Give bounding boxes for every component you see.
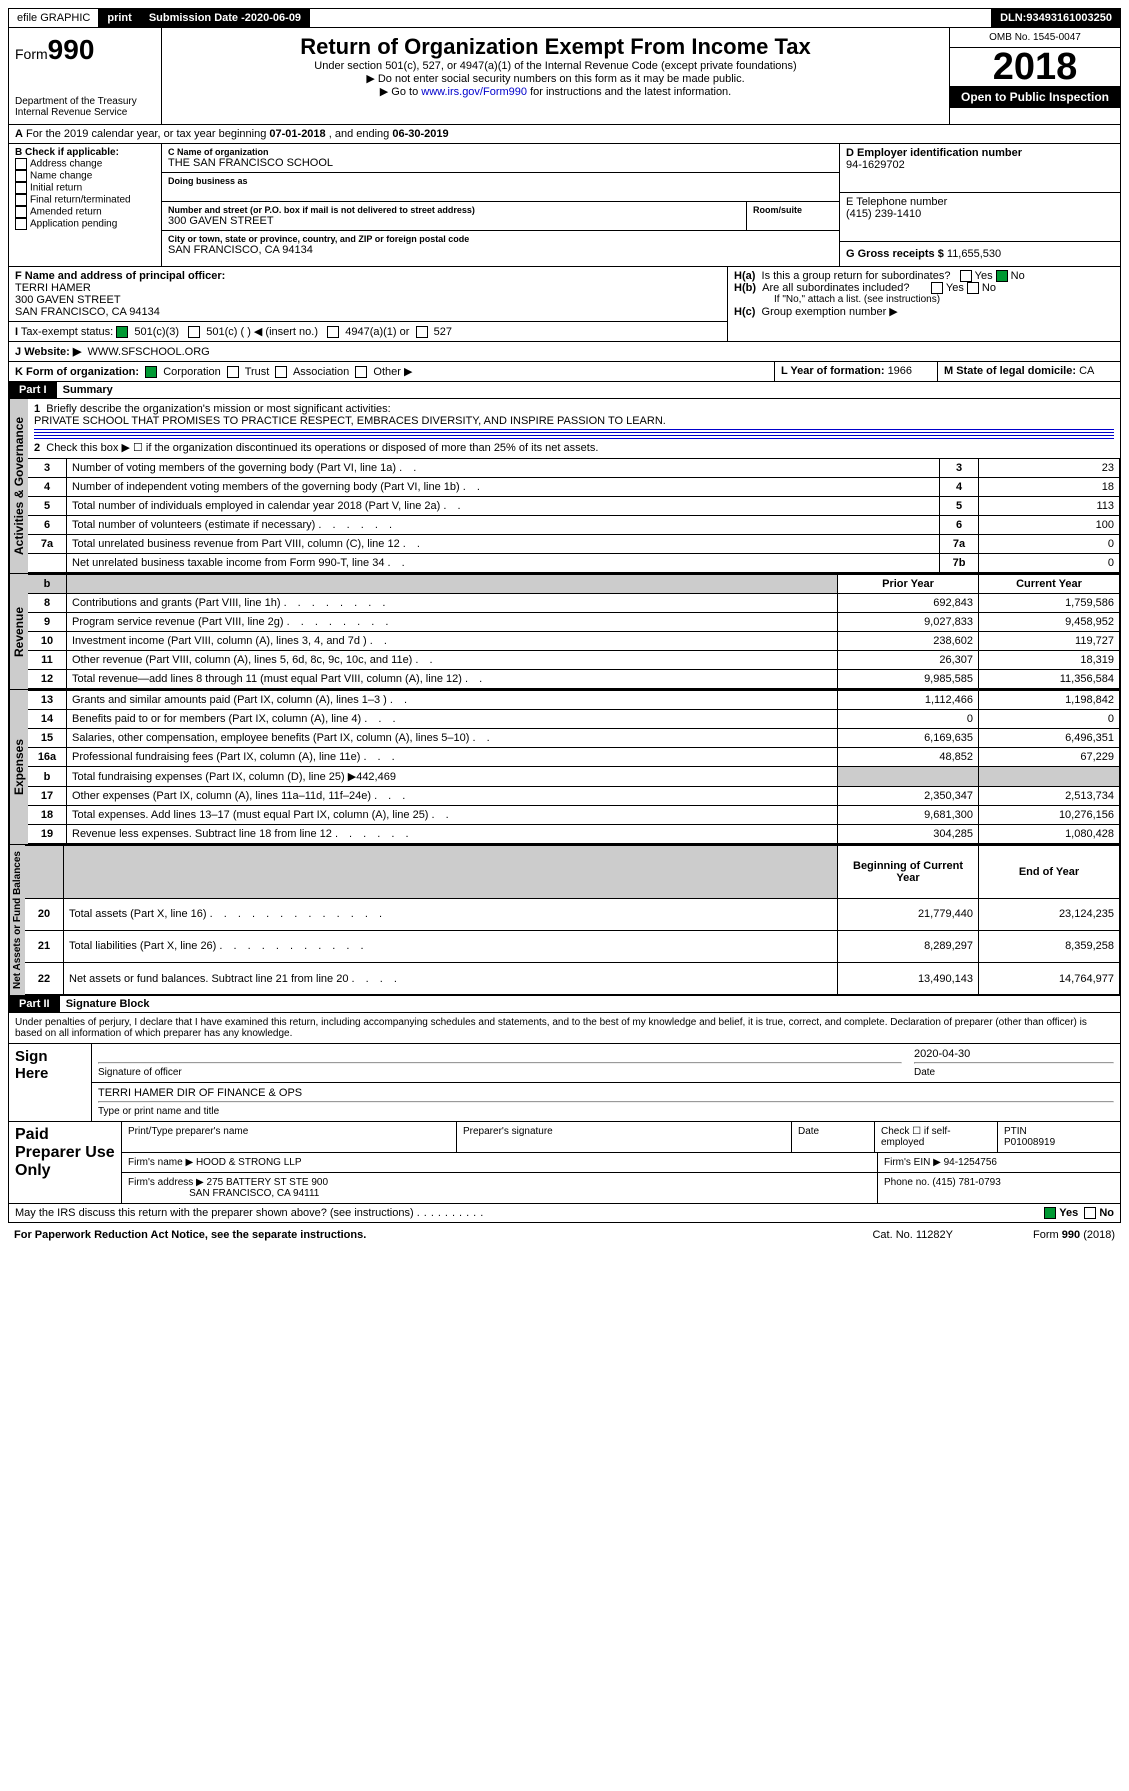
subtitle-1: Under section 501(c), 527, or 4947(a)(1)… xyxy=(168,60,943,72)
section-j: J Website: ▶ WWW.SFSCHOOL.ORG xyxy=(8,342,1121,362)
subtitle-2: ▶ Do not enter social security numbers o… xyxy=(168,72,943,85)
omb-number: OMB No. 1545-0047 xyxy=(950,28,1120,48)
f-label: F Name and address of principal officer: xyxy=(15,270,225,282)
g-label: G Gross receipts $ xyxy=(846,248,947,260)
officer-printed: TERRI HAMER DIR OF FINANCE & OPS xyxy=(98,1087,302,1099)
e-label: E Telephone number xyxy=(846,196,1114,208)
c-name-label: C Name of organization xyxy=(168,147,833,157)
chk-ha-no[interactable] xyxy=(996,270,1008,282)
section-f-h-i: F Name and address of principal officer:… xyxy=(8,267,1121,342)
part-i-header: Part I Summary xyxy=(8,382,1121,399)
expenses-tab: Expenses xyxy=(9,690,28,844)
chk-501c3[interactable] xyxy=(116,326,128,338)
section-b-to-g: B Check if applicable: Address change Na… xyxy=(8,144,1121,267)
spacer xyxy=(310,9,992,27)
paid-preparer-label: Paid Preparer Use Only xyxy=(9,1122,122,1203)
submission-date: Submission Date - 2020-06-09 xyxy=(141,9,310,27)
room-label: Room/suite xyxy=(753,205,833,215)
k-label: K Form of organization: xyxy=(15,366,139,378)
footer: For Paperwork Reduction Act Notice, see … xyxy=(8,1223,1121,1244)
paid-preparer-block: Paid Preparer Use Only Print/Type prepar… xyxy=(8,1122,1121,1204)
chk-final[interactable]: Final return/terminated xyxy=(30,195,131,206)
gross-receipts: 11,655,530 xyxy=(947,248,1001,260)
street-address: 300 GAVEN STREET xyxy=(168,215,740,227)
line1-label: Briefly describe the organization's miss… xyxy=(46,403,390,415)
print-button[interactable]: print xyxy=(99,9,140,27)
sig-date: 2020-04-30 xyxy=(914,1048,970,1060)
chk-amended[interactable]: Amended return xyxy=(30,207,102,218)
website: WWW.SFSCHOOL.ORG xyxy=(87,346,209,358)
ein: 94-1629702 xyxy=(846,159,1114,171)
year-formation: 1966 xyxy=(888,365,912,377)
ha-text: Is this a group return for subordinates? xyxy=(762,270,951,282)
city-state-zip: SAN FRANCISCO, CA 94134 xyxy=(168,244,833,256)
line2: Check this box ▶ ☐ if the organization d… xyxy=(46,442,598,454)
chk-pending[interactable]: Application pending xyxy=(30,219,117,230)
firm-ein: 94-1254756 xyxy=(944,1157,997,1168)
dba-label: Doing business as xyxy=(168,176,833,186)
governance-tab: Activities & Governance xyxy=(9,399,28,573)
top-bar: efile GRAPHIC print Submission Date - 20… xyxy=(8,8,1121,28)
h-note: If "No," attach a list. (see instruction… xyxy=(734,294,1114,305)
form-header: Form990 Department of the Treasury Inter… xyxy=(8,28,1121,125)
governance-section: Activities & Governance 1 Briefly descri… xyxy=(8,399,1121,574)
part-ii-header: Part II Signature Block xyxy=(8,996,1121,1013)
sign-here-block: Sign Here Signature of officer 2020-04-3… xyxy=(8,1044,1121,1122)
hb-text: Are all subordinates included? xyxy=(762,282,909,294)
mission: PRIVATE SCHOOL THAT PROMISES TO PRACTICE… xyxy=(34,415,666,427)
open-to-public: Open to Public Inspection xyxy=(950,86,1120,108)
netassets-section: Net Assets or Fund Balances Beginning of… xyxy=(8,845,1121,996)
section-a: A For the 2019 calendar year, or tax yea… xyxy=(8,125,1121,144)
hc-text: Group exemption number ▶ xyxy=(762,306,898,318)
revenue-table: bPrior YearCurrent Year8Contributions an… xyxy=(28,574,1120,689)
irs-label: Internal Revenue Service xyxy=(15,107,155,118)
b-label: B Check if applicable: xyxy=(15,147,119,158)
netassets-table: Beginning of Current YearEnd of Year20To… xyxy=(25,845,1120,995)
sig-officer-label: Signature of officer xyxy=(98,1067,182,1078)
efile-label: efile GRAPHIC xyxy=(9,9,99,27)
officer-name: TERRI HAMER xyxy=(15,282,721,294)
chk-discuss-yes[interactable] xyxy=(1044,1207,1056,1219)
dln: DLN: 93493161003250 xyxy=(992,9,1120,27)
firm-name: HOOD & STRONG LLP xyxy=(196,1157,302,1168)
chk-corp[interactable] xyxy=(145,366,157,378)
form-footer: Form 990 (2018) xyxy=(959,1226,1121,1244)
chk-initial[interactable]: Initial return xyxy=(30,183,82,194)
tax-year: 2018 xyxy=(950,48,1120,86)
subtitle-3: ▶ Go to www.irs.gov/Form990 for instruct… xyxy=(168,85,943,98)
j-label: Website: ▶ xyxy=(24,346,81,358)
domicile: CA xyxy=(1079,365,1094,377)
firm-addr1: 275 BATTERY ST STE 900 xyxy=(207,1177,329,1188)
ptin: P01008919 xyxy=(1004,1137,1055,1148)
governance-table: 3Number of voting members of the governi… xyxy=(28,458,1120,573)
i-label: Tax-exempt status: xyxy=(21,326,113,338)
section-k-l-m: K Form of organization: Corporation Trus… xyxy=(8,362,1121,382)
discuss-row: May the IRS discuss this return with the… xyxy=(8,1204,1121,1223)
expenses-section: Expenses 13Grants and similar amounts pa… xyxy=(8,690,1121,845)
chk-address[interactable]: Address change xyxy=(30,159,102,170)
city-label: City or town, state or province, country… xyxy=(168,234,833,244)
firm-phone: (415) 781-0793 xyxy=(932,1177,1000,1188)
form-title: Return of Organization Exempt From Incom… xyxy=(168,34,943,60)
addr-label: Number and street (or P.O. box if mail i… xyxy=(168,205,740,215)
cat-no: Cat. No. 11282Y xyxy=(866,1226,959,1244)
revenue-tab: Revenue xyxy=(9,574,28,689)
netassets-tab: Net Assets or Fund Balances xyxy=(9,845,25,995)
form-number: Form990 xyxy=(15,34,155,66)
declaration: Under penalties of perjury, I declare th… xyxy=(8,1013,1121,1044)
firm-addr2: SAN FRANCISCO, CA 94111 xyxy=(189,1188,319,1199)
sign-here-label: Sign Here xyxy=(9,1044,92,1121)
officer-addr1: 300 GAVEN STREET xyxy=(15,294,721,306)
org-name: THE SAN FRANCISCO SCHOOL xyxy=(168,157,833,169)
d-label: D Employer identification number xyxy=(846,147,1022,159)
irs-link[interactable]: www.irs.gov/Form990 xyxy=(421,86,527,98)
phone: (415) 239-1410 xyxy=(846,208,1114,220)
dept-treasury: Department of the Treasury xyxy=(15,96,155,107)
chk-name[interactable]: Name change xyxy=(30,171,92,182)
expenses-table: 13Grants and similar amounts paid (Part … xyxy=(28,690,1120,844)
revenue-section: Revenue bPrior YearCurrent Year8Contribu… xyxy=(8,574,1121,690)
officer-addr2: SAN FRANCISCO, CA 94134 xyxy=(15,306,721,318)
